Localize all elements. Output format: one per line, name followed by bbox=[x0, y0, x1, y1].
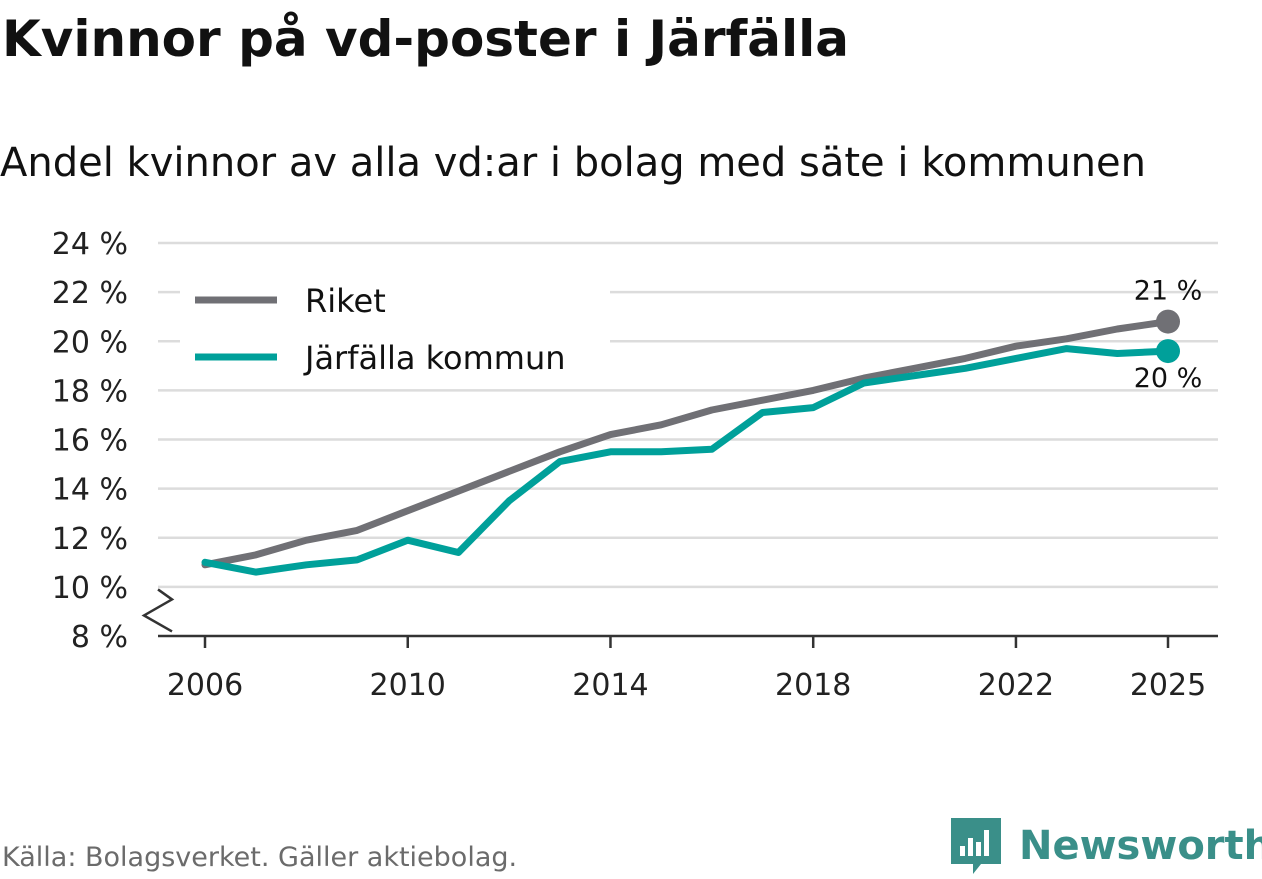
series-line-kommun bbox=[201, 345, 1172, 576]
end-point-kommun bbox=[1156, 339, 1180, 364]
y-tick-label-24: 24 % bbox=[52, 227, 128, 262]
legend-background bbox=[180, 268, 610, 388]
chart-title: Kvinnor på vd-poster i Järfälla bbox=[2, 10, 849, 68]
end-label-riket: 21 % bbox=[1134, 276, 1203, 307]
chart-subtitle: Andel kvinnor av alla vd:ar i bolag med … bbox=[0, 140, 1146, 186]
brand-name: Newsworthy bbox=[1019, 823, 1262, 869]
source-note: Källa: Bolagsverket. Gäller aktiebolag. bbox=[2, 842, 518, 873]
x-axis: 2006 2010 2014 2018 2022 2025 bbox=[141, 588, 1218, 703]
y-tick-label-20: 20 % bbox=[52, 325, 128, 360]
y-tick-label-22: 22 % bbox=[52, 276, 128, 311]
legend-label-kommun: Järfälla kommun bbox=[303, 339, 566, 377]
legend-label-riket: Riket bbox=[305, 282, 386, 320]
y-axis-ticks: 8 % 10 % 12 % 14 % 16 % 18 % 20 % 22 % 24 % bbox=[52, 227, 128, 655]
y-tick-label-12: 12 % bbox=[52, 522, 128, 557]
x-tick-label-2022: 2022 bbox=[978, 668, 1054, 703]
x-tick-label-2014: 2014 bbox=[572, 668, 648, 703]
x-tick-label-2006: 2006 bbox=[167, 668, 243, 703]
series-lines bbox=[201, 309, 1180, 576]
axis-break-icon bbox=[141, 588, 175, 633]
legend: Riket Järfälla kommun bbox=[180, 268, 610, 388]
y-tick-label-18: 18 % bbox=[52, 374, 128, 409]
end-label-kommun: 20 % bbox=[1134, 363, 1203, 394]
bar-chart-logo-icon bbox=[951, 818, 1001, 874]
y-tick-label-10: 10 % bbox=[52, 571, 128, 606]
end-labels: 21 % 20 % bbox=[1134, 276, 1203, 394]
end-point-riket bbox=[1156, 309, 1180, 334]
series-line-riket bbox=[201, 318, 1172, 569]
x-tick-label-2018: 2018 bbox=[775, 668, 851, 703]
y-tick-label-16: 16 % bbox=[52, 424, 128, 459]
x-tick-label-2025: 2025 bbox=[1130, 668, 1206, 703]
y-tick-label-8: 8 % bbox=[71, 620, 128, 655]
brand-logo: Newsworthy bbox=[951, 818, 1262, 874]
x-tick-label-2010: 2010 bbox=[370, 668, 446, 703]
y-tick-label-14: 14 % bbox=[52, 473, 128, 508]
